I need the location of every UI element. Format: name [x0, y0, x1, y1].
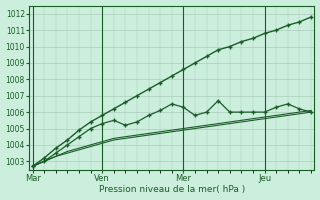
X-axis label: Pression niveau de la mer( hPa ): Pression niveau de la mer( hPa ) [99, 185, 245, 194]
